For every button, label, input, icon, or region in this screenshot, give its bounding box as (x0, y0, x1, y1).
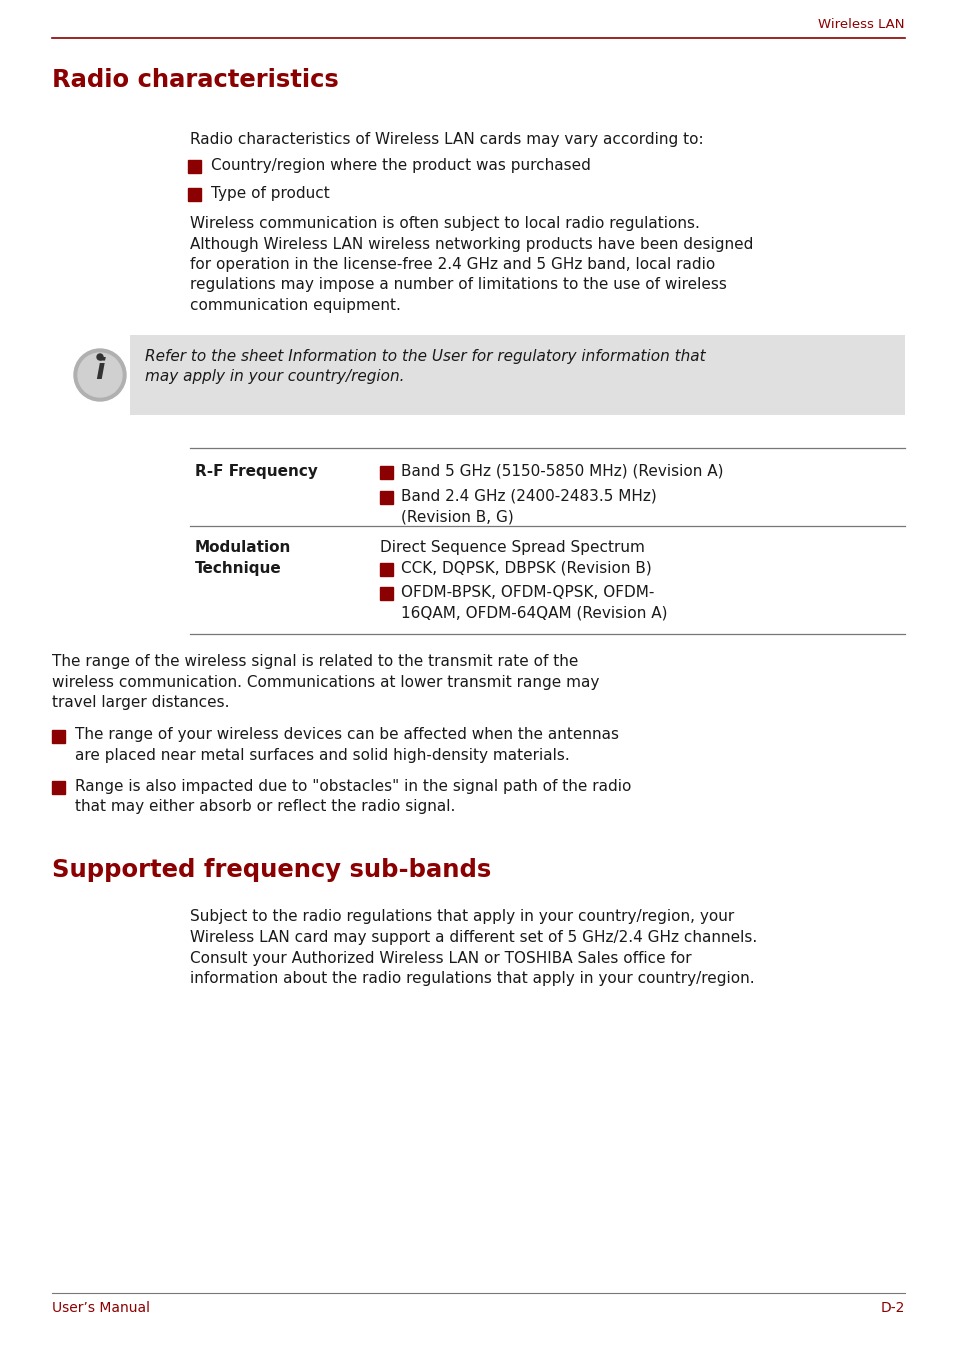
Text: may apply in your country/region.: may apply in your country/region. (145, 370, 404, 385)
Text: The range of your wireless devices can be affected when the antennas: The range of your wireless devices can b… (75, 727, 618, 743)
Text: Wireless LAN: Wireless LAN (818, 18, 904, 31)
Bar (188, 159, 201, 173)
Text: Direct Sequence Spread Spectrum: Direct Sequence Spread Spectrum (379, 540, 644, 555)
Circle shape (74, 349, 126, 401)
Text: The range of the wireless signal is related to the transmit rate of the: The range of the wireless signal is rela… (52, 654, 578, 669)
Text: Country/region where the product was purchased: Country/region where the product was pur… (211, 158, 590, 173)
Text: Radio characteristics of Wireless LAN cards may vary according to:: Radio characteristics of Wireless LAN ca… (190, 132, 703, 147)
Circle shape (78, 353, 122, 397)
Text: travel larger distances.: travel larger distances. (52, 694, 230, 711)
Text: Wireless communication is often subject to local radio regulations.: Wireless communication is often subject … (190, 216, 700, 231)
Text: (Revision B, G): (Revision B, G) (400, 509, 514, 524)
Text: D-2: D-2 (880, 1301, 904, 1315)
Text: Modulation: Modulation (194, 540, 291, 555)
Text: information about the radio regulations that apply in your country/region.: information about the radio regulations … (190, 971, 754, 986)
Bar (379, 490, 393, 504)
Text: Refer to the sheet Information to the User for regulatory information that: Refer to the sheet Information to the Us… (145, 349, 705, 363)
Text: communication equipment.: communication equipment. (190, 299, 400, 313)
Text: that may either absorb or reflect the radio signal.: that may either absorb or reflect the ra… (75, 798, 455, 815)
Bar (52, 730, 65, 743)
Text: Range is also impacted due to "obstacles" in the signal path of the radio: Range is also impacted due to "obstacles… (75, 778, 631, 793)
Bar (379, 586, 393, 600)
Text: User’s Manual: User’s Manual (52, 1301, 150, 1315)
Text: Supported frequency sub-bands: Supported frequency sub-bands (52, 858, 491, 881)
Text: Although Wireless LAN wireless networking products have been designed: Although Wireless LAN wireless networkin… (190, 236, 753, 251)
Text: Band 5 GHz (5150-5850 MHz) (Revision A): Band 5 GHz (5150-5850 MHz) (Revision A) (400, 463, 722, 480)
Text: Type of product: Type of product (211, 186, 330, 201)
Text: for operation in the license-free 2.4 GHz and 5 GHz band, local radio: for operation in the license-free 2.4 GH… (190, 257, 715, 272)
Circle shape (97, 354, 103, 359)
Bar (379, 466, 393, 480)
Text: are placed near metal surfaces and solid high-density materials.: are placed near metal surfaces and solid… (75, 748, 569, 763)
Text: Subject to the radio regulations that apply in your country/region, your: Subject to the radio regulations that ap… (190, 909, 734, 924)
Bar (130, 335, 904, 415)
Text: regulations may impose a number of limitations to the use of wireless: regulations may impose a number of limit… (190, 277, 726, 293)
Bar (52, 781, 65, 793)
Bar (188, 188, 201, 201)
Text: Technique: Technique (194, 561, 281, 576)
Text: CCK, DQPSK, DBPSK (Revision B): CCK, DQPSK, DBPSK (Revision B) (400, 561, 651, 576)
Text: OFDM-BPSK, OFDM-QPSK, OFDM-: OFDM-BPSK, OFDM-QPSK, OFDM- (400, 585, 654, 600)
Text: wireless communication. Communications at lower transmit range may: wireless communication. Communications a… (52, 674, 598, 689)
Text: Band 2.4 GHz (2400-2483.5 MHz): Band 2.4 GHz (2400-2483.5 MHz) (400, 489, 656, 504)
Text: Consult your Authorized Wireless LAN or TOSHIBA Sales office for: Consult your Authorized Wireless LAN or … (190, 951, 691, 966)
Text: R-F Frequency: R-F Frequency (194, 463, 317, 480)
Text: 16QAM, OFDM-64QAM (Revision A): 16QAM, OFDM-64QAM (Revision A) (400, 605, 667, 620)
Bar (379, 562, 393, 576)
Text: Radio characteristics: Radio characteristics (52, 68, 338, 92)
Text: Wireless LAN card may support a different set of 5 GHz/2.4 GHz channels.: Wireless LAN card may support a differen… (190, 929, 757, 944)
Text: i: i (95, 357, 105, 385)
